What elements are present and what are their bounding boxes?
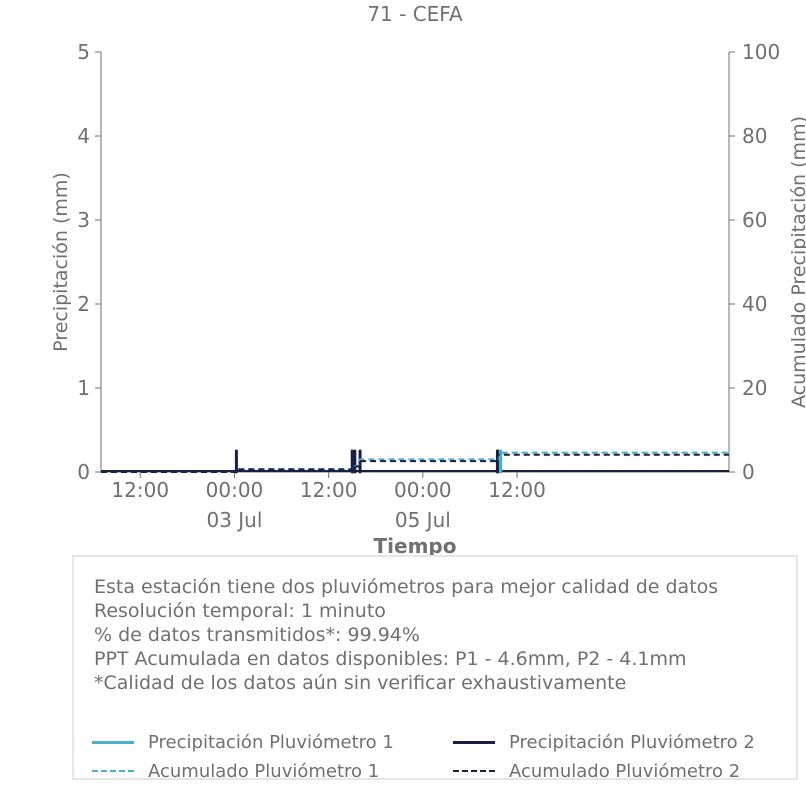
legend-item-acum-p1: Acumulado Pluviómetro 1: [92, 758, 379, 784]
y2-axis-label: Acumulado Precipitación (mm): [788, 116, 806, 408]
x-tick-label: 00:00: [394, 478, 452, 502]
legend-item-acum-p2: Acumulado Pluviómetro 2: [453, 758, 740, 784]
chart-title: 71 - CEFA: [367, 2, 463, 26]
legend-swatch: [453, 770, 495, 772]
y-axis-label: Precipitación (mm): [50, 172, 72, 352]
legend-item-precip-p2: Precipitación Pluviómetro 2: [453, 729, 755, 755]
x-axis-label: Tiempo: [374, 534, 457, 558]
y-tick-label: 5: [77, 40, 90, 64]
info-panel: Esta estación tiene dos pluviómetros par…: [72, 555, 798, 782]
y-tick-label: 4: [77, 124, 90, 148]
y-tick-label: 3: [77, 208, 90, 232]
x-tick-label: 12:00: [300, 478, 358, 502]
info-line: PPT Acumulada en datos disponibles: P1 -…: [94, 648, 687, 670]
x-tick-label: 00:00: [206, 478, 264, 502]
info-line: Esta estación tiene dos pluviómetros par…: [94, 576, 719, 598]
y-tick-label: 0: [77, 460, 90, 484]
legend-swatch: [453, 740, 495, 744]
y2-tick-label: 40: [742, 292, 767, 316]
y2-tick-label: 20: [742, 376, 767, 400]
accumulated-line: [101, 453, 729, 473]
x-tick-sublabel: 05 Jul: [395, 508, 451, 532]
precipitation-chart: 71 - CEFA 0 1 2 3 4 5 0 20 40 60 80 100 12:00 00:00 03…: [50, 2, 806, 558]
info-line: Resolución temporal: 1 minuto: [94, 600, 386, 622]
legend-label: Acumulado Pluviómetro 2: [509, 760, 741, 782]
y2-tick-label: 0: [742, 460, 755, 484]
y2-tick-label: 80: [742, 124, 767, 148]
x-tick-label: 12:00: [111, 478, 169, 502]
legend-swatch: [92, 740, 134, 744]
y2-tick-label: 60: [742, 208, 767, 232]
info-line: *Calidad de los datos aún sin verificar …: [94, 672, 627, 694]
y-tick-label: 2: [77, 292, 90, 316]
chart-axes: 0 1 2 3 4 5 0 20 40 60 80 100 12:00 00:00 03 Jul 12:00 0…: [77, 40, 780, 532]
info-line: % de datos transmitidos*: 99.94%: [94, 624, 420, 646]
legend-item-precip-p1: Precipitación Pluviómetro 1: [92, 729, 394, 755]
legend-swatch: [92, 770, 134, 772]
chart-marks: [101, 449, 729, 474]
y-tick-label: 1: [77, 376, 90, 400]
legend-label: Precipitación Pluviómetro 2: [509, 731, 755, 753]
x-tick-label: 12:00: [488, 478, 546, 502]
legend-label: Acumulado Pluviómetro 1: [148, 760, 380, 782]
legend-label: Precipitación Pluviómetro 1: [148, 731, 394, 753]
info-text: Esta estación tiene dos pluviómetros par…: [94, 575, 718, 695]
y2-tick-label: 100: [742, 40, 780, 64]
x-tick-sublabel: 03 Jul: [206, 508, 262, 532]
